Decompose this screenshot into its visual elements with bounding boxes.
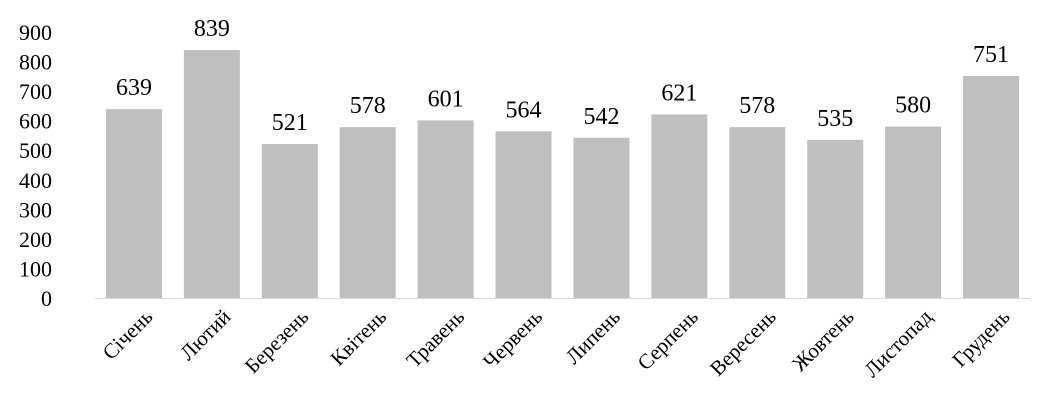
data-label: 601 (428, 86, 464, 112)
data-label: 839 (194, 16, 230, 42)
y-tick-label: 100 (19, 256, 52, 281)
x-tick-label: Листопад (859, 304, 937, 382)
data-label: 521 (272, 110, 308, 136)
x-tick-label: Грудень (947, 305, 1014, 372)
bar (495, 131, 552, 298)
bar (651, 114, 708, 299)
bars (105, 50, 1020, 299)
y-axis-ticks: 0 100 200 300 400 500 600 700 800 900 (19, 20, 52, 311)
x-tick-label: Березень (240, 305, 313, 378)
y-tick-label: 400 (19, 168, 52, 193)
x-axis-category-labels: Січень Лютий Березень Квітень Травень Червень… (98, 304, 1015, 382)
x-tick-label: Червень (478, 305, 547, 374)
y-tick-label: 800 (19, 50, 52, 75)
bar (963, 76, 1020, 298)
x-tick-label: Вересень (705, 305, 781, 381)
bar (729, 127, 786, 299)
data-label: 542 (583, 104, 619, 130)
x-tick-label: Жовтень (787, 305, 858, 376)
data-label: 751 (973, 42, 1009, 68)
y-tick-label: 0 (41, 286, 52, 311)
x-tick-label: Січень (98, 305, 158, 365)
data-label: 578 (739, 93, 775, 119)
y-tick-label: 600 (19, 109, 52, 134)
data-label: 621 (661, 80, 697, 106)
bar (885, 126, 942, 298)
data-label: 535 (817, 106, 853, 132)
data-label: 578 (350, 93, 386, 119)
bar (573, 137, 630, 298)
y-tick-label: 300 (19, 197, 52, 222)
bar (183, 50, 240, 299)
x-tick-label: Лютий (175, 305, 235, 365)
x-tick-label: Травень (401, 305, 469, 373)
bar (417, 120, 474, 298)
bar (807, 139, 864, 298)
data-labels: 639 839 521 578 601 564 542 621 578 535 580 751 (116, 16, 1009, 136)
y-tick-label: 900 (19, 20, 52, 45)
bar (339, 127, 396, 299)
x-tick-label: Квітень (325, 305, 391, 371)
y-tick-label: 200 (19, 227, 52, 252)
bar (261, 144, 318, 298)
y-tick-label: 500 (19, 138, 52, 163)
bar (105, 109, 162, 298)
data-label: 639 (116, 75, 152, 101)
y-tick-label: 700 (19, 79, 52, 104)
data-label: 580 (895, 93, 931, 119)
data-label: 564 (506, 97, 542, 123)
x-tick-label: Серпень (633, 305, 703, 375)
x-tick-label: Липень (561, 305, 625, 369)
